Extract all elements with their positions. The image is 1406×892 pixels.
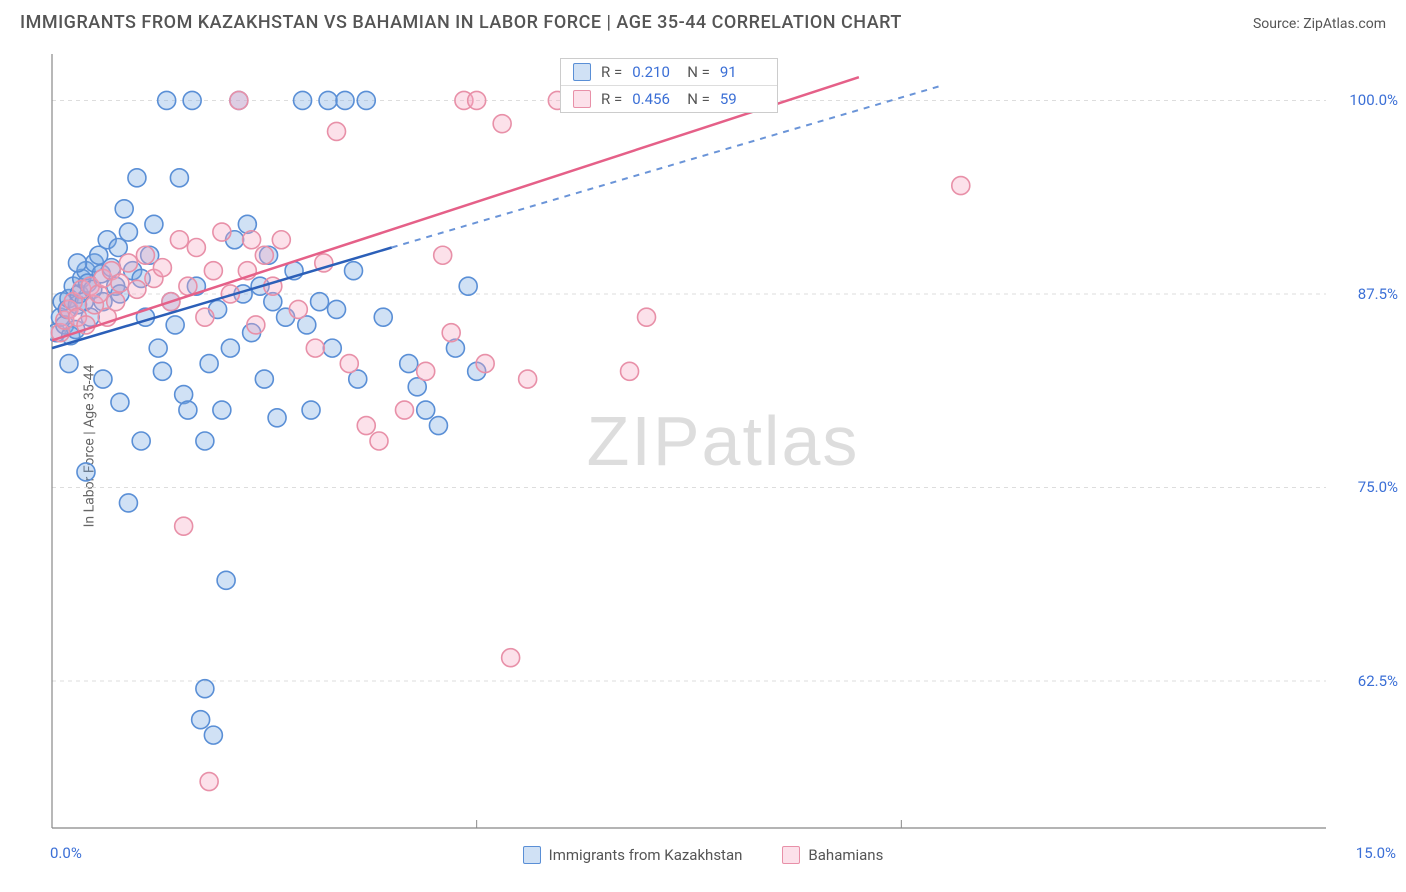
plot-area: ZIPatlas <box>50 50 1396 832</box>
y-tick-label: 87.5% <box>1358 285 1398 303</box>
stat-row: R =0.456N =59 <box>561 86 777 112</box>
correlation-stat-box: R =0.210N =91R =0.456N =59 <box>560 58 778 113</box>
stat-row: R =0.210N =91 <box>561 59 777 86</box>
chart-title: IMMIGRANTS FROM KAZAKHSTAN VS BAHAMIAN I… <box>20 12 902 33</box>
source-label: Source: ZipAtlas.com <box>1253 16 1386 32</box>
legend-label: Bahamians <box>808 846 883 864</box>
y-tick-label: 62.5% <box>1358 672 1398 690</box>
y-tick-label: 100.0% <box>1349 91 1398 109</box>
y-tick-label: 75.0% <box>1358 478 1398 496</box>
scatter-svg <box>50 50 1396 832</box>
swatch-icon <box>523 846 541 864</box>
bottom-legend: Immigrants from Kazakhstan Bahamians <box>0 846 1406 864</box>
swatch-icon <box>573 90 591 108</box>
swatch-icon <box>573 63 591 81</box>
legend-item-bahamians: Bahamians <box>782 846 883 864</box>
legend-item-kazakhstan: Immigrants from Kazakhstan <box>523 846 743 864</box>
swatch-icon <box>782 846 800 864</box>
legend-label: Immigrants from Kazakhstan <box>549 846 743 864</box>
